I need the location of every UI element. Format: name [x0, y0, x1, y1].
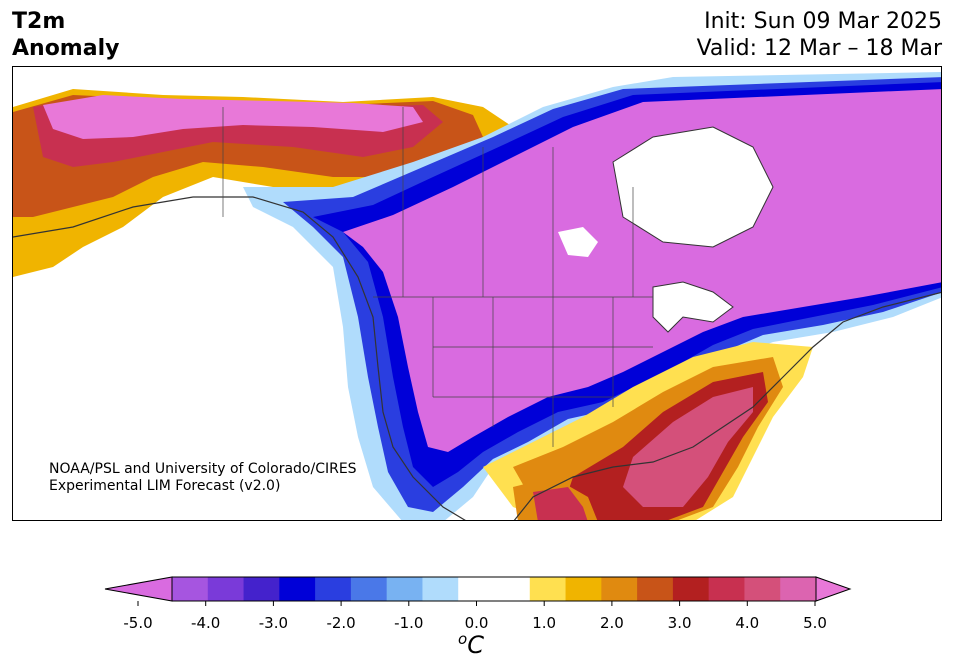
- colorbar-tick-label: 2.0: [599, 614, 624, 632]
- coastline-gulf: [513, 291, 941, 520]
- anomaly-map: [12, 66, 942, 521]
- colorbar-segment: [422, 577, 459, 601]
- mexico-warm-core: [533, 487, 588, 520]
- political-borders: [222, 107, 653, 447]
- colorbar-segment: [708, 577, 745, 601]
- map-canvas: [13, 72, 941, 520]
- southeast-warm-core: [623, 387, 753, 507]
- valid-range: Valid: 12 Mar – 18 Mar: [696, 36, 942, 61]
- credit-text: NOAA/PSL and University of Colorado/CIRE…: [49, 461, 357, 495]
- great-lakes: [652, 281, 734, 333]
- init-date: Init: Sun 09 Mar 2025: [704, 9, 942, 34]
- colorbar-tick-label: -3.0: [258, 614, 289, 632]
- unit-label: oC: [458, 630, 484, 659]
- colorbar-segment: [529, 577, 567, 601]
- colorbar-tick-label: 3.0: [667, 614, 692, 632]
- colorbar-outline: [171, 576, 817, 602]
- hudson-bay-ice: [558, 227, 598, 257]
- colorbar-segment: [565, 577, 602, 601]
- colorbar-segment: [672, 577, 710, 601]
- coastline-west: [13, 196, 466, 520]
- unit-degree: o: [458, 630, 468, 648]
- colorbar-segment: [207, 577, 245, 601]
- colorbar-segment: [637, 577, 674, 601]
- credit-line-2: Experimental LIM Forecast (v2.0): [49, 478, 281, 494]
- title-line-1: T2m: [12, 9, 66, 34]
- colorbar: [104, 576, 852, 606]
- colorbar-tick-label: -4.0: [191, 614, 221, 632]
- unit-letter: C: [467, 631, 484, 659]
- colorbar-tick-label: 4.0: [735, 614, 760, 632]
- alaska-magenta: [43, 95, 423, 139]
- date-info: Init: Sun 09 Mar 2025 Valid: 12 Mar – 18…: [697, 8, 942, 62]
- canada-cold-core: [343, 89, 941, 452]
- colorbar-segment: [458, 577, 495, 601]
- colorbar-segment: [315, 577, 352, 601]
- colorbar-segments: [104, 576, 852, 602]
- credit-line-1: NOAA/PSL and University of Colorado/CIRE…: [49, 461, 357, 477]
- colorbar-tick-label: -2.0: [326, 614, 356, 632]
- title-line-2: Anomaly: [12, 36, 120, 61]
- colorbar-segment: [744, 577, 781, 601]
- colorbar-segment: [350, 577, 388, 601]
- colorbar-extend-low: [104, 576, 173, 602]
- colorbar-segment: [279, 577, 316, 601]
- greenland: [612, 126, 774, 248]
- map-title: T2m Anomaly: [12, 8, 119, 62]
- colorbar-ticks: [137, 601, 816, 606]
- colorbar-tick-label: -5.0: [123, 614, 153, 632]
- colorbar-tick-label: 5.0: [803, 614, 827, 632]
- colorbar-tick-label: 1.0: [532, 614, 557, 632]
- colorbar-extend-high: [815, 576, 852, 602]
- colorbar-segment: [386, 577, 423, 601]
- colorbar-segment: [494, 577, 531, 601]
- colorbar-segment: [172, 577, 209, 601]
- colorbar-segment: [780, 577, 817, 601]
- colorbar-segment: [601, 577, 638, 601]
- colorbar-segment: [243, 577, 280, 601]
- colorbar-tick-label: 0.0: [464, 614, 489, 632]
- colorbar-tick-label: -1.0: [394, 614, 424, 632]
